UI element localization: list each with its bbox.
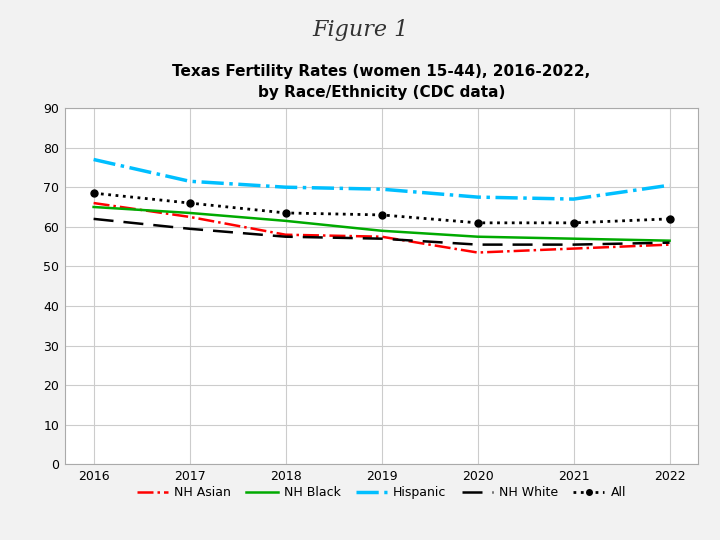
- Title: Texas Fertility Rates (women 15-44), 2016-2022,
by Race/Ethnicity (CDC data): Texas Fertility Rates (women 15-44), 201…: [173, 64, 590, 100]
- Legend: NH Asian, NH Black, Hispanic, NH White, All: NH Asian, NH Black, Hispanic, NH White, …: [132, 482, 631, 504]
- Text: Figure 1: Figure 1: [312, 19, 408, 41]
